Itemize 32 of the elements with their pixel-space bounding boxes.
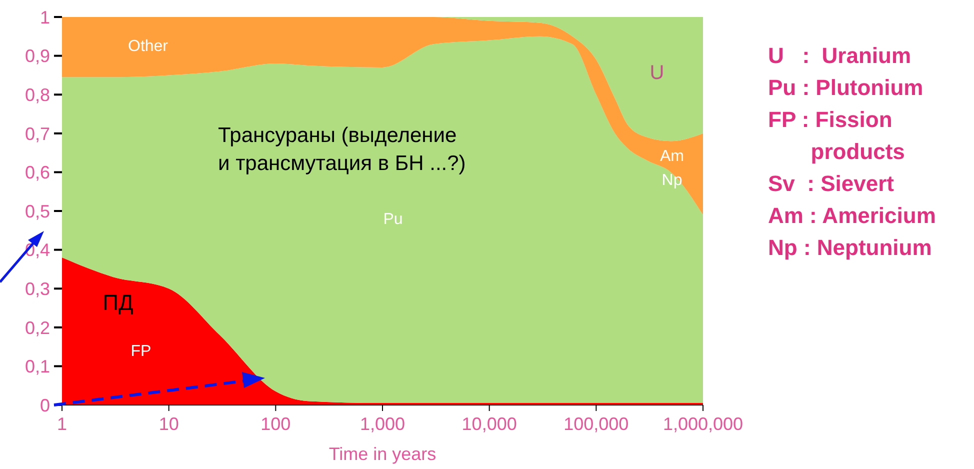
y-tick-label: 0,1 bbox=[24, 356, 50, 377]
y-tick-label: 0,5 bbox=[24, 201, 50, 222]
x-axis-title: Time in years bbox=[328, 444, 436, 464]
annotation: Np bbox=[662, 172, 682, 190]
x-tick-label: 100 bbox=[260, 414, 291, 434]
x-tick-label: 10,000 bbox=[462, 414, 517, 434]
x-tick-label: 10 bbox=[158, 414, 179, 434]
text: Am : Americium bbox=[768, 202, 936, 230]
annotation: U bbox=[650, 62, 664, 84]
annotation: Other bbox=[128, 38, 168, 56]
y-tick-label: 0,6 bbox=[24, 162, 50, 183]
x-tick-label: 1 bbox=[56, 414, 68, 434]
x-tick-label: 1,000,000 bbox=[662, 414, 744, 434]
y-tick-label: 0,7 bbox=[24, 124, 50, 144]
text: FP : Fission products bbox=[768, 106, 906, 166]
x-tick-label: 100,000 bbox=[564, 414, 629, 434]
y-tick-label: 0,3 bbox=[24, 278, 50, 299]
y-tick-label: 0,8 bbox=[24, 84, 50, 105]
y-tick-label: 0,2 bbox=[24, 318, 50, 338]
text: Pu : Plutonium bbox=[768, 74, 924, 102]
x-tick-label: 1,000 bbox=[360, 414, 406, 434]
annotation: ПД bbox=[102, 290, 134, 316]
annotation: Am bbox=[660, 148, 684, 166]
annotation: Pu bbox=[383, 211, 403, 229]
text: Np : Neptunium bbox=[768, 234, 933, 262]
y-tick-label: 0 bbox=[40, 395, 50, 416]
y-tick-label: 1 bbox=[40, 7, 50, 28]
text: Sv : Sievert bbox=[768, 170, 895, 198]
annotation: FP bbox=[130, 343, 152, 361]
annotation: Трансураны (выделение и трансмутация в БН ...?) bbox=[218, 123, 466, 177]
text: U : Uranium bbox=[768, 42, 912, 70]
y-tick-label: 0,9 bbox=[24, 46, 50, 66]
